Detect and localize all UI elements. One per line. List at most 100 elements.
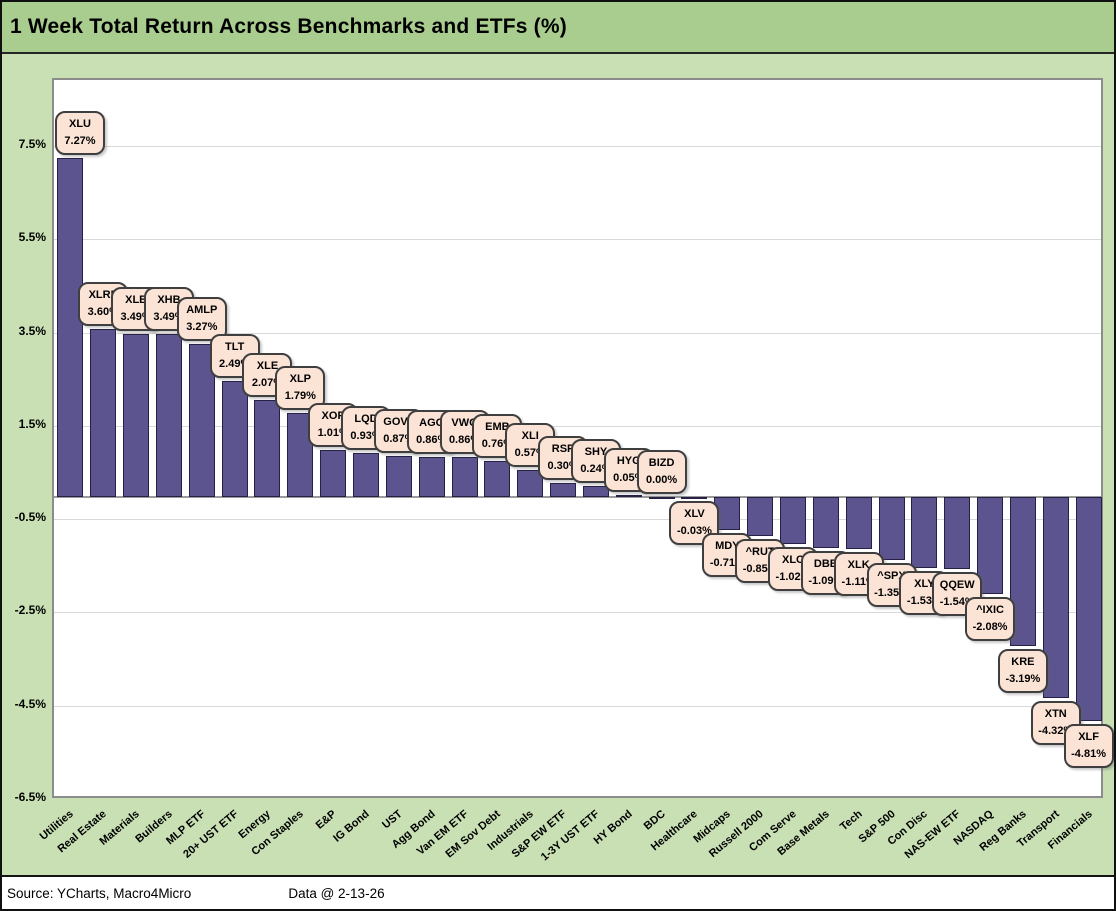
- bar: [221, 380, 248, 497]
- y-axis-label: 3.5%: [18, 323, 46, 338]
- bar: [582, 485, 609, 497]
- ticker-label: VWO: [451, 416, 478, 429]
- bar: [681, 496, 708, 499]
- bar: [550, 482, 577, 497]
- bar: [747, 496, 774, 537]
- gridline: [54, 425, 1101, 427]
- gridline: [54, 146, 1101, 148]
- data-label-callout: BIZD 0.00%: [636, 449, 687, 494]
- ticker-label: BIZD: [648, 456, 675, 469]
- value-label: 0.87%: [383, 433, 415, 446]
- ticker-label: XHB: [157, 294, 181, 307]
- value-label: 0.86%: [448, 433, 481, 446]
- value-label: 1.79%: [284, 390, 316, 403]
- value-label: 0.57%: [514, 447, 546, 460]
- y-axis-label: -6.5%: [14, 790, 46, 804]
- chart-area: XLU 7.27% XLRE 3.60% XLB 3.49% XHB 3.49% AMLP 3.2…: [2, 54, 1114, 875]
- bar: [353, 453, 380, 497]
- ticker-label: ^RUT: [745, 546, 775, 559]
- value-label: 0.05%: [613, 471, 645, 484]
- gridline: [54, 519, 1101, 521]
- ticker-label: LQD: [354, 413, 378, 426]
- data-label-callout: ^IXIC -2.08%: [965, 596, 1016, 641]
- ticker-label: GOVT: [383, 416, 415, 429]
- value-label: 3.49%: [120, 311, 152, 324]
- ticker-label: AMLP: [186, 304, 218, 317]
- value-label: 2.49%: [219, 357, 251, 370]
- bar: [911, 496, 938, 569]
- ticker-label: TLT: [224, 340, 245, 353]
- bar: [320, 449, 347, 497]
- y-axis-label: 7.5%: [18, 137, 46, 152]
- ticker-label: ^SPX: [877, 569, 906, 582]
- bar: [878, 496, 905, 560]
- ticker-label: XLU: [69, 117, 91, 130]
- bar: [155, 334, 182, 497]
- value-label: -3.19%: [1005, 672, 1041, 685]
- footer: Source: YCharts, Macro4Micro Data @ 2-13…: [2, 875, 1114, 909]
- bar: [90, 328, 117, 497]
- gridline: [54, 239, 1101, 241]
- value-label: 3.49%: [153, 311, 185, 324]
- y-axis-label: 1.5%: [18, 416, 46, 431]
- value-label: -0.03%: [677, 525, 712, 538]
- ticker-label: XLRE: [88, 288, 118, 301]
- value-label: 0.93%: [350, 430, 382, 443]
- value-label: 7.27%: [64, 134, 96, 147]
- y-axis-label: 5.5%: [18, 230, 46, 245]
- ticker-label: XOP: [321, 409, 345, 422]
- bar: [615, 494, 642, 497]
- y-axis-label: -4.5%: [14, 696, 46, 711]
- data-label-callout: GOVT 0.87%: [373, 409, 424, 454]
- ticker-label: HYG: [616, 454, 641, 467]
- source-text: Source: YCharts, Macro4Micro: [7, 885, 192, 901]
- ticker-label: XLY: [914, 578, 935, 591]
- bar: [254, 400, 281, 497]
- ticker-label: XLE: [256, 360, 279, 373]
- value-label: 3.60%: [87, 305, 119, 318]
- value-label: 3.27%: [186, 321, 218, 334]
- ticker-label: DBB: [813, 557, 838, 570]
- ticker-label: XLB: [125, 294, 148, 307]
- bar: [779, 496, 806, 545]
- value-label: -2.08%: [972, 620, 1008, 633]
- ticker-label: XLI: [521, 430, 539, 443]
- bar: [484, 461, 511, 497]
- value-label: -4.81%: [1071, 748, 1106, 761]
- bar: [648, 496, 675, 499]
- bar: [123, 334, 150, 497]
- bar: [57, 157, 84, 497]
- value-label: 2.07%: [251, 377, 284, 390]
- bar: [385, 456, 412, 497]
- data-date-text: Data @ 2-13-26: [288, 885, 385, 901]
- value-label: 1.01%: [317, 426, 349, 439]
- plot-area: XLU 7.27% XLRE 3.60% XLB 3.49% XHB 3.49% AMLP 3.2…: [52, 78, 1114, 798]
- ticker-label: SHY: [584, 445, 608, 458]
- ticker-label: XLF: [1078, 731, 1099, 744]
- ticker-label: AGG: [419, 416, 445, 429]
- data-label-callout: KRE -3.19%: [997, 648, 1048, 693]
- title-bar: 1 Week Total Return Across Benchmarks an…: [2, 2, 1114, 54]
- ticker-label: ^IXIC: [976, 603, 1004, 616]
- gridline: [54, 612, 1101, 614]
- bar: [1009, 496, 1036, 646]
- gridline: [54, 705, 1101, 707]
- data-label-callout: XLF -4.81%: [1063, 724, 1114, 769]
- y-axis-label: -2.5%: [14, 603, 46, 618]
- y-axis-label: -0.5%: [14, 510, 46, 525]
- value-label: 0.30%: [547, 459, 579, 472]
- value-label: 0.76%: [481, 438, 513, 451]
- bar: [451, 456, 478, 497]
- value-label: 0.24%: [580, 462, 612, 475]
- ticker-label: XTN: [1044, 708, 1067, 721]
- bar: [1075, 496, 1102, 722]
- ticker-label: XLV: [684, 508, 705, 521]
- ticker-label: KRE: [1011, 655, 1035, 668]
- ticker-label: XLK: [847, 558, 870, 571]
- bar: [944, 496, 971, 569]
- ticker-label: EMB: [485, 421, 510, 434]
- bar: [845, 496, 872, 549]
- data-label-callout: XLU 7.27%: [55, 110, 105, 155]
- ticker-label: XLC: [781, 554, 804, 567]
